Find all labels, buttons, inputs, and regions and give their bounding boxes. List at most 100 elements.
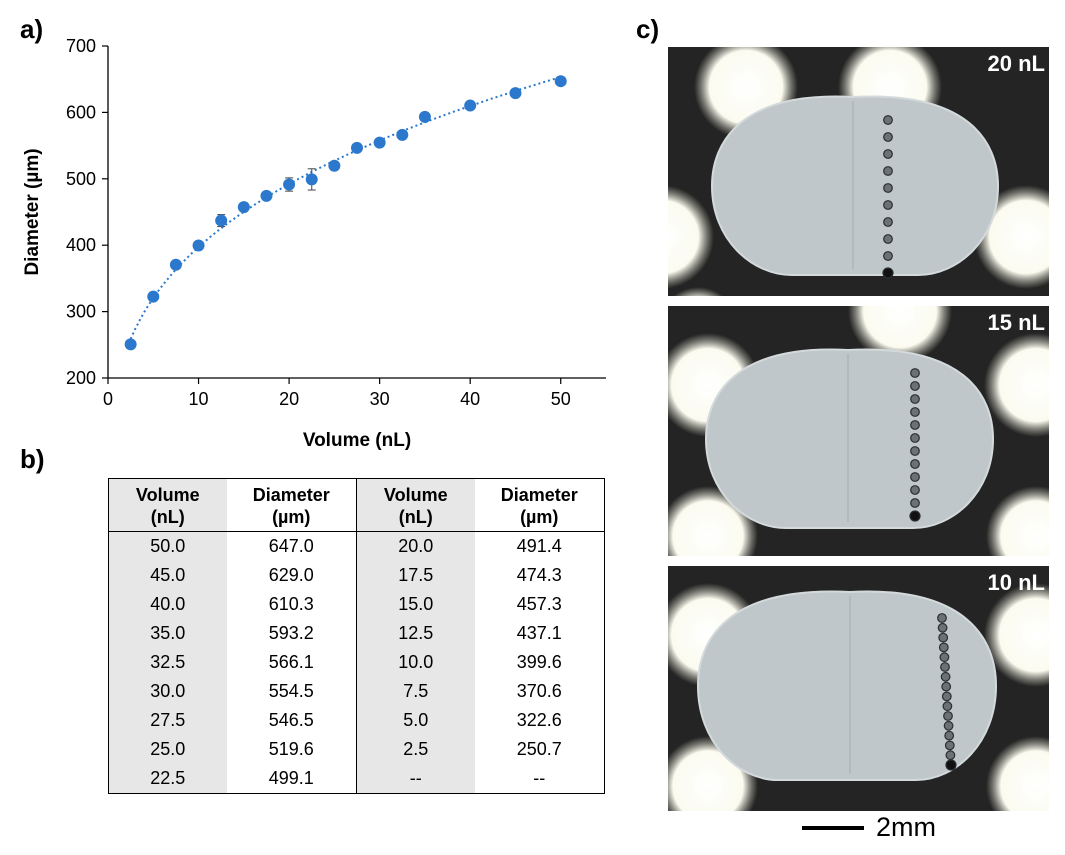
microarray-spot: [940, 662, 950, 672]
microarray-spot: [943, 720, 954, 731]
table-cell: 22.5: [108, 764, 227, 794]
data-point: [215, 214, 228, 227]
y-tick-label: 500: [66, 169, 96, 189]
panel-label-c: c): [636, 14, 660, 44]
microarray-spot: [883, 200, 893, 210]
table-cell: 629.0: [226, 561, 357, 590]
table-cell: 554.5: [226, 677, 357, 706]
microarray-spot: [910, 407, 920, 417]
table-cell: 27.5: [108, 706, 227, 735]
brain-section-image: [668, 566, 1049, 811]
microarray-spot: [883, 217, 893, 227]
x-tick-label: 20: [279, 389, 299, 409]
photo-panel-10nl: 10 nL: [668, 566, 1049, 811]
table-cell: 491.4: [516, 536, 562, 556]
x-tick-label: 40: [460, 389, 480, 409]
table-cell: 5.0: [356, 706, 475, 735]
data-point: [418, 110, 431, 123]
table-cell: 32.5: [108, 648, 227, 677]
microarray-spot: [939, 652, 950, 663]
microarray-spot: [910, 394, 920, 404]
microarray-spot: [883, 115, 893, 125]
light-spot: [986, 736, 1049, 811]
data-point: [169, 258, 182, 271]
microarray-spot: [910, 420, 920, 430]
data-point: [509, 87, 522, 100]
scale-bar-label: 2mm: [876, 812, 936, 842]
table-row: 27.5 546.5 5.0 322.6: [108, 706, 605, 735]
data-point: [192, 239, 205, 252]
table-header-row: Volume (nL) Diameter (µm) Volume (nL) Diame…: [108, 478, 605, 532]
table-cell: 647.0: [226, 531, 357, 561]
microarray-spot: [910, 368, 920, 378]
data-point: [260, 189, 273, 202]
table-cell: --: [356, 764, 475, 794]
table-cell: 474.3: [516, 565, 562, 585]
microarray-spot: [910, 446, 920, 456]
chart-points: [124, 75, 567, 351]
table-cell: 322.6: [516, 710, 562, 730]
brain-section-image: [668, 47, 1049, 296]
light-spot: [984, 333, 1049, 437]
table-cell: --: [533, 768, 546, 788]
data-point: [554, 75, 567, 88]
volume-diameter-table: Volume (nL) Diameter (µm) Volume (nL) Diame…: [108, 478, 605, 794]
table-cell: 50.0: [108, 531, 227, 561]
table-cell: 2.5: [356, 735, 475, 764]
brain-section: [704, 348, 995, 529]
data-point: [305, 173, 318, 186]
table-cell: 519.6: [226, 735, 357, 764]
light-spot: [672, 287, 724, 296]
table-row: 22.5 499.1 -- --: [108, 764, 605, 794]
table-cell: 40.0: [108, 590, 227, 619]
light-spot: [986, 486, 1049, 556]
x-tick-label: 10: [189, 389, 209, 409]
microarray-spot: [943, 711, 953, 721]
brain-section: [696, 590, 998, 781]
table-cell: 10.0: [356, 648, 475, 677]
microarray-spot: [944, 730, 955, 741]
table-cell: 45.0: [108, 561, 227, 590]
light-spot: [668, 185, 714, 289]
data-point: [124, 338, 137, 351]
table-row: 30.0 554.5 7.5 370.6: [108, 677, 605, 706]
photo-panel-20nl: 20 nL: [668, 47, 1049, 296]
data-point: [328, 159, 341, 172]
microarray-spot: [938, 642, 949, 653]
table-cell: 15.0: [356, 590, 475, 619]
chart-ticks: 200 300 400 500 600 700 0 10 20 30 40 50: [66, 36, 571, 409]
table-row: 25.0 519.6 2.5 250.7: [108, 735, 605, 764]
microarray-spot: [910, 485, 920, 495]
data-point: [147, 290, 160, 303]
data-point: [464, 99, 477, 112]
microarray-spot: [937, 622, 948, 633]
microarray-spot: [910, 472, 920, 482]
table-row: 40.0 610.3 15.0 457.3: [108, 590, 605, 619]
y-axis-title: Diameter (µm): [22, 148, 43, 275]
microarray-spot: [883, 149, 893, 159]
header-diameter-1: Diameter (µm): [226, 478, 357, 532]
brain-section-image: [668, 306, 1049, 556]
data-point: [283, 178, 296, 191]
microarray-spot: [883, 183, 893, 193]
panel-label-a: a): [20, 14, 44, 44]
table-row: 32.5 566.1 10.0 399.6: [108, 648, 605, 677]
microarray-spot: [909, 510, 921, 522]
y-tick-label: 200: [66, 368, 96, 388]
data-point: [396, 128, 409, 141]
data-point: [373, 136, 386, 149]
photo-label-10nl: 10 nL: [987, 570, 1045, 595]
microarray-spot: [945, 759, 957, 771]
trendline-path: [129, 76, 561, 340]
microarray-spot: [883, 132, 893, 142]
microarray-spot: [883, 251, 893, 261]
microarray-spot: [910, 381, 920, 391]
table-cell: 7.5: [356, 677, 475, 706]
header-volume-1: Volume (nL): [108, 478, 227, 532]
y-tick-label: 600: [66, 102, 96, 122]
chart-error-bars: [126, 77, 565, 348]
x-tick-label: 0: [103, 389, 113, 409]
table-row: 45.0 629.0 17.5 474.3: [108, 561, 605, 590]
table-row: 50.0 647.0 20.0 491.4: [108, 531, 605, 561]
microarray-spot: [910, 498, 920, 508]
